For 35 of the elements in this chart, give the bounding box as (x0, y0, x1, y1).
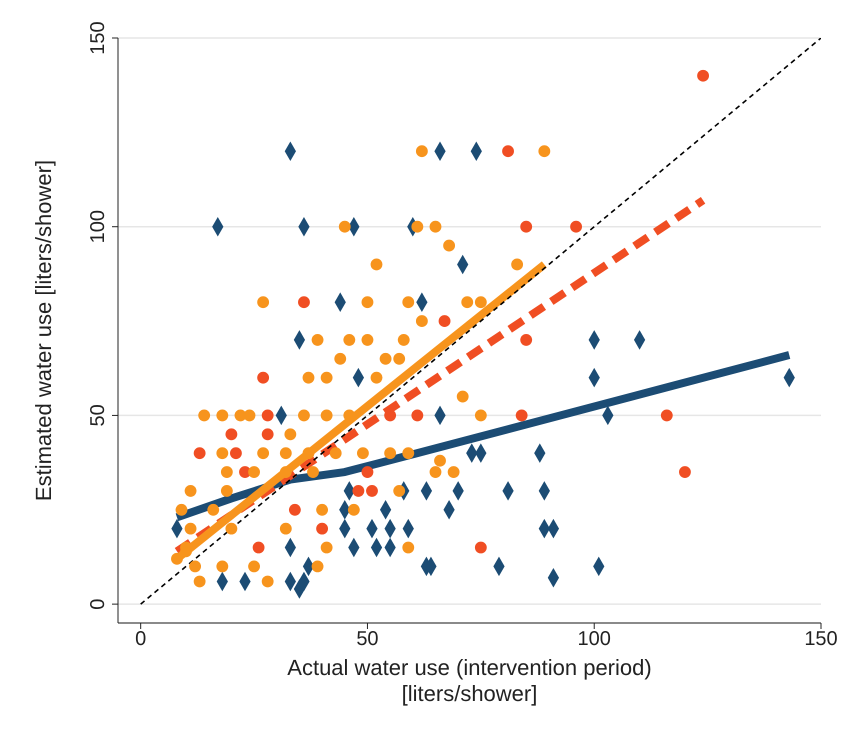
point (502, 145, 514, 158)
y-tick-label: 100 (87, 210, 109, 244)
point (384, 410, 396, 422)
point (438, 315, 450, 327)
point (252, 542, 265, 554)
point (257, 372, 270, 384)
point (288, 504, 301, 516)
point (520, 220, 532, 233)
x-tick-label: 100 (578, 628, 611, 650)
x-axis-title: Actual water use (intervention period) [liters/shower] (287, 655, 652, 706)
point (262, 410, 274, 422)
y-tick-label: 150 (87, 21, 109, 55)
point (298, 296, 310, 308)
point (352, 485, 364, 497)
point (411, 410, 424, 422)
x-tick-label: 150 (804, 628, 838, 650)
point (366, 485, 378, 497)
point (474, 542, 487, 554)
y-tick-label: 50 (87, 404, 109, 427)
point (230, 447, 242, 460)
x-tick-label: 50 (356, 628, 379, 650)
point (697, 70, 709, 82)
point (194, 447, 206, 460)
point (570, 220, 582, 233)
y-axis-title: Estimated water use [liters/shower] (30, 160, 56, 502)
x-tick-label: 0 (135, 628, 146, 650)
point (520, 334, 532, 346)
point (660, 410, 673, 422)
y-tick-label: 0 (87, 598, 109, 610)
point (262, 428, 274, 440)
point (316, 522, 328, 535)
point (516, 410, 528, 422)
point (679, 466, 691, 478)
point (225, 428, 238, 440)
point (362, 466, 374, 478)
